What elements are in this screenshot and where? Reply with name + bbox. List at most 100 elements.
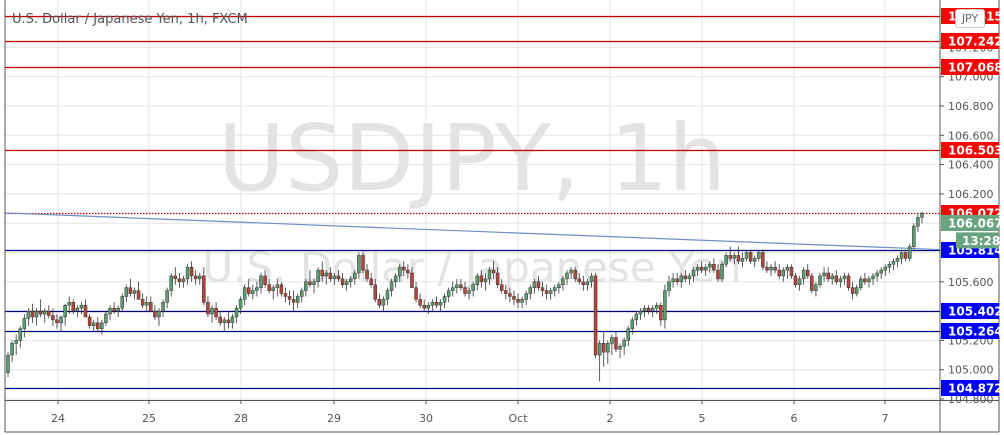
candle	[218, 311, 222, 326]
trendline-segment[interactable]	[4, 212, 941, 251]
candle-body	[157, 310, 161, 318]
candle-body	[712, 263, 716, 271]
candle	[593, 273, 598, 358]
last-price-label-bg	[941, 215, 999, 231]
candle-body	[499, 284, 504, 291]
price-axis[interactable]: 107.200107.000106.800106.600106.400106.2…	[940, 41, 994, 406]
candle-body	[757, 252, 761, 259]
candle	[51, 308, 55, 326]
candle-body	[30, 310, 35, 318]
candle-body	[365, 269, 369, 280]
candle-body	[255, 287, 259, 291]
candle-body	[916, 217, 920, 227]
candle	[455, 278, 459, 294]
candle-body	[75, 307, 80, 312]
candle	[230, 314, 235, 329]
candle	[210, 305, 214, 323]
candle	[732, 252, 737, 265]
candle-body	[144, 302, 149, 306]
candle	[765, 261, 769, 274]
candle	[189, 261, 194, 282]
candle-body	[908, 246, 912, 259]
candle-body	[887, 263, 892, 268]
candle	[353, 270, 357, 285]
candle	[242, 284, 247, 306]
candle-body	[585, 281, 590, 285]
candle-body	[283, 293, 288, 297]
candle	[18, 325, 22, 348]
candle-body	[748, 252, 753, 262]
candle-body	[610, 337, 614, 344]
candle	[320, 261, 324, 282]
candle	[736, 246, 741, 265]
candle-body	[218, 316, 222, 324]
support-price-label: 105.402	[948, 305, 1003, 319]
candle-body	[140, 299, 145, 306]
candle-body	[675, 278, 679, 283]
candle	[671, 273, 675, 288]
candle	[569, 267, 573, 279]
candle	[822, 267, 826, 282]
candle	[96, 316, 100, 332]
candle	[606, 340, 610, 364]
candle-body	[397, 266, 402, 277]
candle	[287, 290, 292, 306]
candle	[850, 281, 855, 300]
candle	[157, 308, 161, 326]
candle-body	[124, 287, 129, 297]
candle	[810, 273, 814, 294]
candle	[601, 331, 606, 367]
candle-body	[149, 302, 153, 312]
candle-body	[165, 290, 169, 303]
candle	[222, 316, 227, 332]
candle	[491, 261, 496, 279]
candle	[30, 303, 35, 323]
time-tick-label: 7	[882, 412, 889, 425]
candle	[548, 287, 553, 300]
candle	[47, 305, 51, 319]
candle-body	[765, 266, 769, 271]
candle-body	[818, 275, 822, 285]
candle-body	[100, 322, 104, 329]
candle-body	[42, 310, 47, 315]
candle	[324, 270, 329, 285]
candle-body	[132, 290, 137, 294]
candle	[691, 267, 696, 282]
candle-body	[508, 293, 512, 297]
candle	[806, 264, 810, 279]
time-axis[interactable]: 24 25 28 29 30 Oct 2 5 6 7	[51, 400, 889, 425]
candle	[349, 275, 353, 288]
candle-body	[18, 328, 22, 341]
candle	[463, 281, 467, 297]
candle	[304, 278, 308, 297]
candle	[867, 275, 871, 288]
candle-body	[393, 275, 398, 283]
candle	[789, 264, 794, 279]
candle	[650, 305, 655, 317]
support-price-label-bg	[941, 380, 999, 396]
candle-body	[91, 322, 96, 327]
candle	[295, 293, 300, 309]
candle-body	[234, 307, 239, 318]
candle-body	[638, 310, 643, 315]
candle	[761, 249, 765, 271]
candle-body	[683, 275, 688, 280]
candle	[316, 267, 320, 288]
candle-body	[557, 284, 561, 288]
candle-body	[528, 287, 533, 294]
candle-body	[532, 281, 537, 288]
candle-body	[475, 275, 479, 285]
candle-body	[655, 304, 659, 309]
candle-body	[304, 281, 308, 291]
candle	[128, 278, 133, 297]
candle-body	[516, 299, 520, 303]
candle-body	[128, 287, 133, 294]
trendline[interactable]	[4, 212, 941, 251]
candle	[430, 299, 435, 312]
candle-body	[761, 252, 765, 268]
candle	[177, 273, 182, 288]
candle	[793, 273, 798, 288]
candle-body	[320, 269, 324, 277]
currency-badge[interactable]: JPY	[955, 9, 985, 28]
